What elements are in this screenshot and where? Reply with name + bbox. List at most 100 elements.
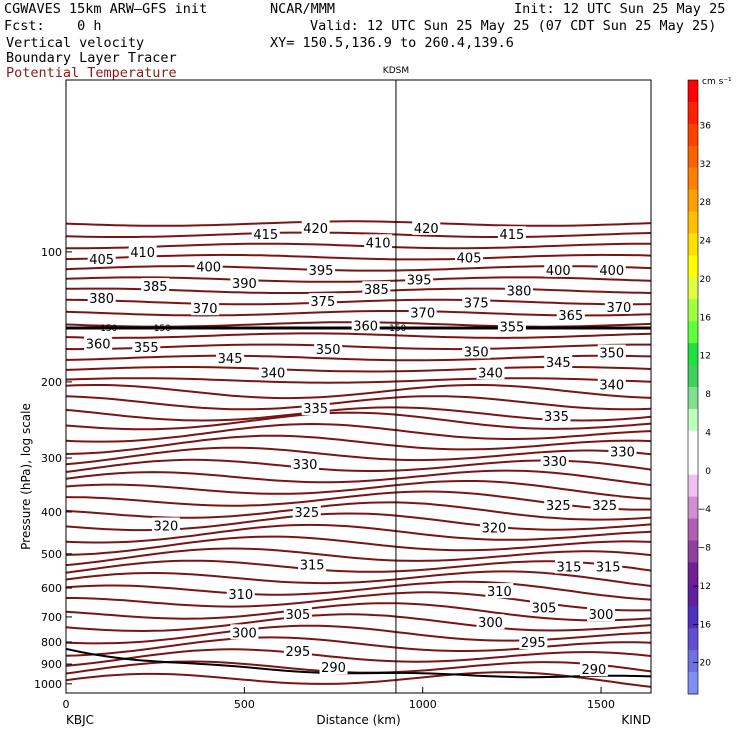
contour-label-bg: [597, 344, 626, 360]
contour-label-bg: [544, 261, 573, 277]
contour-label: 310: [487, 585, 512, 600]
contour-label-bg: [540, 453, 569, 469]
contour-label-bg: [308, 293, 337, 309]
contour-label-bg: [230, 624, 259, 640]
contour-label-bg: [604, 298, 633, 314]
theta-contour-line: [65, 298, 652, 306]
contour-label-bg: [362, 281, 391, 297]
colorbar: 36 32 28 24 20 16 12 8 4 0 −4 −8 −12 −16 −20: [687, 79, 712, 695]
y-tick-label: 100: [41, 246, 62, 259]
contour-label-bg: [292, 503, 321, 519]
theta-contour-line: [65, 395, 652, 411]
contour-label-bg: [301, 219, 330, 235]
contour-label: 400: [546, 264, 571, 279]
contour-label: 405: [457, 251, 482, 266]
contour-label-bg: [314, 341, 343, 357]
x-tick-label: 1000: [409, 698, 437, 711]
contour-label: 410: [366, 236, 391, 251]
contour-label: 370: [193, 302, 218, 317]
y-tick-label: 400: [41, 506, 62, 519]
contour-label: 315: [557, 561, 582, 576]
contour-label-bg: [579, 661, 608, 677]
forecast-hour: Fcst: 0 h: [4, 18, 102, 34]
contour-label-bg: [191, 300, 220, 316]
contour-label-bg: [194, 258, 223, 274]
contour-label: 295: [521, 636, 546, 651]
contour-label-bg: [480, 519, 509, 535]
colorbar-swatch: [688, 365, 698, 388]
contour-label: 340: [599, 379, 624, 394]
colorbar-swatch: [688, 277, 698, 300]
contour-label-bg: [485, 583, 514, 599]
x-tick-label: 1500: [587, 698, 615, 711]
contour-label: 295: [285, 645, 310, 660]
contour-label: 310: [228, 588, 253, 603]
colorbar-swatch: [688, 101, 698, 125]
theta-contour-line: [65, 535, 652, 556]
contour-label: 395: [407, 274, 432, 289]
colorbar-label: −20: [692, 659, 711, 669]
contour-label: 400: [599, 264, 624, 279]
x-axis-ticks: 0 500 1000 1500: [63, 687, 615, 711]
contour-label-bg: [455, 249, 484, 265]
theta-contour-line: [65, 602, 652, 622]
tropopause-value-label: 150: [154, 324, 171, 334]
colorbar-swatch: [688, 233, 698, 256]
colorbar-swatch: [688, 474, 698, 498]
x-tick-label: 0: [63, 698, 70, 711]
y-tick-label: 900: [41, 658, 62, 671]
contour-label: 375: [310, 295, 335, 310]
contour-label: 345: [546, 356, 571, 371]
theta-contour-line: [65, 480, 652, 500]
contour-label: 335: [303, 402, 328, 417]
colorbar-label: 16: [700, 313, 712, 323]
field-potential-temperature: Potential Temperature: [6, 65, 177, 81]
colorbar-units: cm s⁻¹: [702, 77, 732, 87]
contour-label: 385: [143, 280, 168, 295]
theta-contour-line: [65, 434, 652, 455]
colorbar-swatch: [688, 255, 698, 278]
colorbar-swatch: [688, 606, 698, 629]
contour-label: 360: [353, 319, 378, 334]
contour-label-bg: [462, 294, 491, 310]
colorbar-swatch: [688, 167, 698, 191]
colorbar-label: −16: [692, 620, 711, 630]
contour-label: 380: [507, 285, 532, 300]
contour-label: 365: [558, 309, 583, 324]
contour-label-bg: [408, 304, 437, 320]
plot-frame: [65, 79, 652, 694]
contour-label-bg: [597, 376, 626, 392]
colorbar-label: 28: [700, 198, 712, 208]
colorbar-swatch: [688, 343, 698, 366]
colorbar-label: 36: [700, 121, 712, 131]
theta-contour-line: [65, 469, 652, 487]
contour-label-bg: [544, 354, 573, 370]
station-kind-label: KIND: [621, 713, 651, 727]
contour-label: 340: [478, 366, 503, 381]
colorbar-swatch: [688, 518, 698, 541]
contour-label-bg: [519, 633, 548, 649]
contour-label: 410: [130, 246, 155, 261]
theta-contour-line: [65, 501, 652, 521]
contour-label-bg: [128, 243, 157, 259]
colorbar-label: 12: [700, 352, 711, 362]
colorbar-swatch: [688, 189, 698, 213]
contour-label-bg: [307, 261, 336, 277]
contour-label-bg: [84, 335, 113, 351]
contour-label: 325: [294, 506, 319, 521]
theta-contour-line: [65, 411, 652, 431]
colorbar-swatch: [688, 299, 698, 322]
theta-contour-line: [65, 377, 652, 384]
contour-label-bg: [476, 364, 505, 380]
contour-label-bg: [542, 408, 571, 424]
contour-label: 380: [89, 292, 114, 307]
contour-label: 350: [464, 345, 489, 360]
contour-label: 340: [260, 366, 285, 381]
colorbar-swatch: [688, 80, 698, 103]
contour-label: 355: [134, 341, 159, 356]
colorbar-label: 4: [705, 428, 711, 438]
colorbar-label: −4: [698, 505, 712, 515]
y-tick-label: 200: [41, 376, 62, 389]
contour-label: 305: [532, 601, 557, 616]
